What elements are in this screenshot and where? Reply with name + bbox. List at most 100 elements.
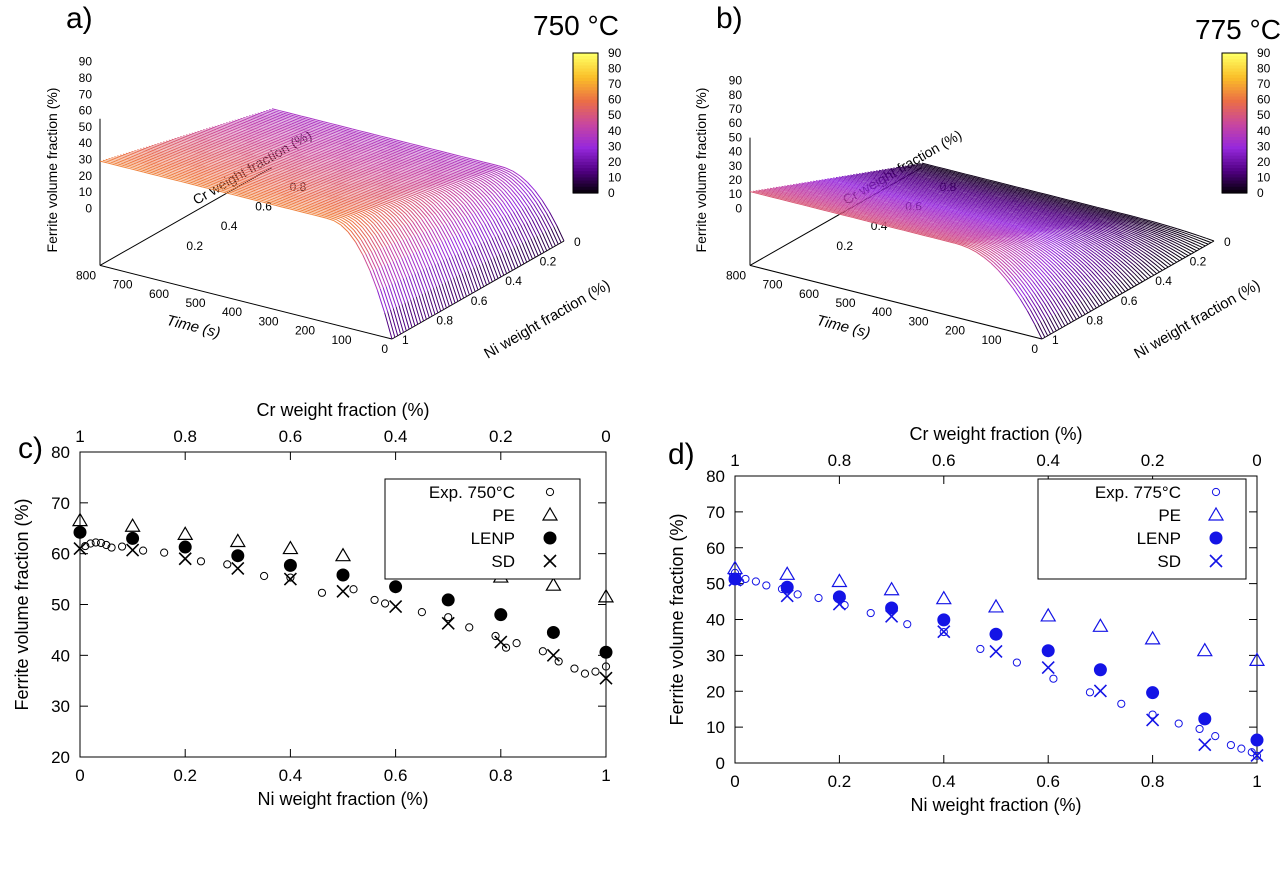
surface-curve-segment [469, 174, 478, 178]
surface-curve-segment [893, 173, 902, 177]
surface-curve-segment [962, 174, 971, 177]
surface-curve-segment [399, 199, 408, 205]
surface-curve-segment [158, 175, 166, 179]
surface-curve-segment [422, 269, 432, 290]
surface-curve-segment [996, 189, 1005, 193]
surface-curve-segment [1134, 230, 1142, 235]
surface-curve-segment [956, 230, 965, 233]
surface-curve-segment [985, 191, 993, 195]
surface-curve-segment [986, 215, 994, 219]
surface-curve-segment [475, 182, 484, 189]
surface-curve-segment [1040, 228, 1048, 232]
surface-curve-segment [201, 178, 210, 182]
surface-curve-segment [1123, 279, 1132, 289]
surface-curve-segment [849, 183, 857, 187]
surface-curve-segment [396, 200, 405, 206]
z-tick-label: 30 [729, 159, 743, 173]
surface-curve-segment [138, 160, 147, 164]
surface-curve-segment [329, 151, 338, 155]
surface-curve-segment [387, 142, 395, 145]
surface-curve-segment [353, 132, 362, 135]
surface-curve-segment [403, 177, 411, 181]
surface-curve-segment [803, 185, 811, 189]
surface-curve-segment [413, 158, 422, 162]
surface-curve-segment [257, 165, 266, 169]
surface-curve-segment [227, 133, 236, 137]
surface-curve-segment [922, 202, 930, 206]
surface-curve-segment [1059, 262, 1068, 271]
surface-curve-segment [329, 216, 337, 221]
surface-curve-segment [347, 170, 356, 174]
surface-curve-segment [474, 245, 483, 264]
surface-curve-segment [441, 162, 450, 165]
surface-curve-segment [1197, 242, 1206, 247]
surface-curve-segment [983, 188, 992, 192]
surface-curve-segment [1042, 319, 1052, 335]
surface-curve-segment [480, 170, 489, 174]
surface-curve-segment [223, 175, 231, 179]
surface-curve-segment [246, 124, 254, 127]
surface-curve-segment [251, 142, 259, 146]
surface-curve-segment [448, 222, 457, 236]
colorbar-band [573, 84, 598, 88]
surface-curve-segment [341, 192, 349, 196]
surface-curve-segment [366, 237, 375, 251]
surface-curve-segment [985, 203, 994, 207]
surface-curve-segment [923, 198, 932, 202]
surface-curve-segment [1000, 269, 1009, 279]
surface-curve-segment [1057, 198, 1066, 201]
surface-curve-segment [870, 216, 879, 220]
surface-curve-segment [469, 229, 479, 245]
surface-curve-segment [175, 170, 184, 173]
surface-curve-segment [430, 190, 439, 195]
surface-curve-segment [924, 229, 933, 232]
surface-curve-segment [240, 133, 249, 137]
time-tick-label: 0 [1031, 342, 1038, 356]
surface-curve-segment [153, 172, 162, 176]
surface-curve-segment [1164, 237, 1173, 242]
surface-curve-segment [1070, 234, 1079, 239]
surface-curve-segment [883, 205, 891, 209]
surface-curve-segment [1089, 262, 1098, 270]
surface-curve-segment [1036, 252, 1045, 259]
surface-curve-segment [845, 205, 854, 209]
surface-curve-segment [319, 187, 327, 191]
surface-curve-segment [387, 311, 396, 338]
surface-curve-segment [857, 209, 866, 213]
surface-curve-segment [313, 172, 321, 176]
surface-curve-segment [1025, 191, 1034, 195]
surface-curve-segment [928, 185, 937, 189]
surface-curve-segment [389, 209, 398, 217]
surface-curve-segment [977, 223, 986, 227]
surface-curve-segment [259, 124, 267, 128]
surface-curve-segment [427, 174, 436, 178]
surface-curve-segment [1022, 213, 1030, 216]
surface-curve-segment [844, 202, 852, 206]
surface-curve-segment [1150, 242, 1158, 247]
surface-curve-segment [364, 201, 373, 205]
surface-curve-segment [977, 238, 985, 242]
surface-curve-segment [1069, 208, 1078, 212]
surface-curve-segment [127, 156, 135, 160]
surface-curve-segment [218, 165, 227, 168]
z-tick-label: 20 [729, 173, 743, 187]
surface-curve-segment [1132, 219, 1140, 223]
surface-curve-segment [910, 210, 919, 213]
surface-curve-segment [781, 191, 790, 195]
surface-curve-segment [991, 224, 999, 228]
surface-curve-segment [375, 145, 384, 149]
surface-curve-segment [391, 243, 400, 260]
surface-curve-segment [409, 163, 418, 167]
surface-curve-segment [403, 194, 412, 198]
surface-curve-segment [261, 188, 270, 192]
surface-curve-segment [267, 202, 276, 206]
surface-curve-segment [323, 137, 332, 141]
surface-curve-segment [1030, 211, 1039, 215]
surface-curve-segment [1115, 239, 1124, 246]
surface-curve-segment [367, 140, 375, 144]
surface-curve-segment [853, 213, 861, 217]
surface-curve-segment [307, 166, 315, 170]
surface-curve-segment [400, 186, 408, 190]
surface-curve-segment [920, 171, 929, 175]
surface-curve-segment [918, 224, 927, 227]
